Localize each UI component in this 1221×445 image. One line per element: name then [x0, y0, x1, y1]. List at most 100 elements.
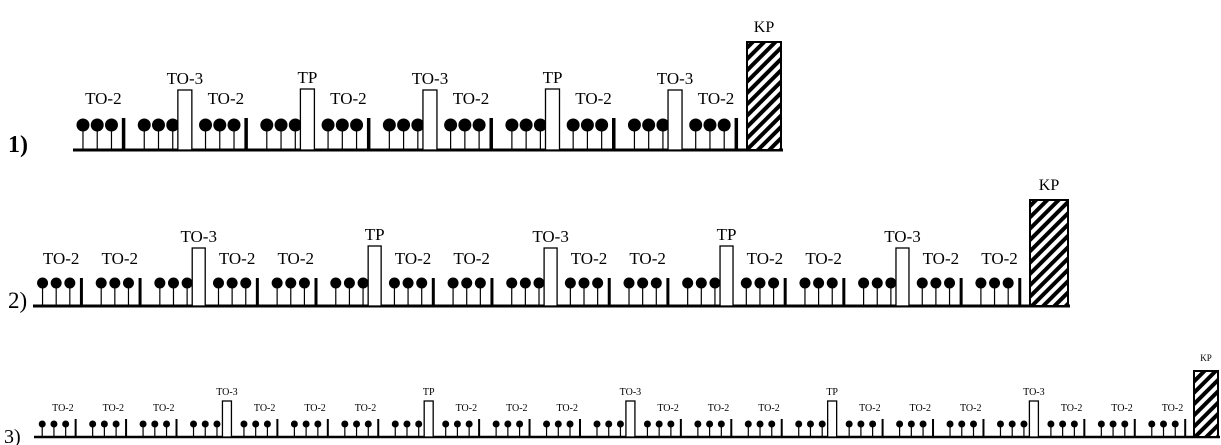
tp-marker — [719, 245, 734, 307]
service-dot — [795, 420, 803, 428]
service-dot — [151, 118, 165, 132]
event-label: TO-2 — [557, 403, 578, 414]
service-dot — [958, 420, 966, 428]
event-label: TO-2 — [208, 89, 245, 108]
row-label: 1) — [8, 132, 28, 158]
to2-marker — [255, 278, 259, 306]
event-label: TO-2 — [304, 403, 325, 414]
service-dot — [744, 420, 752, 428]
to2-marker — [138, 278, 142, 306]
service-dot — [858, 277, 870, 289]
to3-marker — [625, 400, 636, 438]
service-dot — [166, 118, 180, 132]
service-dot — [458, 118, 472, 132]
event-label: TO-2 — [219, 249, 256, 268]
to2-marker — [730, 419, 733, 437]
event-label: TP — [365, 225, 385, 244]
service-dot — [1059, 420, 1067, 428]
event-label: TO-2 — [1111, 403, 1132, 414]
event-label: TO-3 — [657, 69, 694, 88]
event-label: TO-3 — [180, 227, 217, 246]
event-label: TO-2 — [575, 89, 612, 108]
event-label: TO-2 — [453, 249, 490, 268]
event-label: KP — [1200, 353, 1212, 363]
service-dot — [50, 277, 62, 289]
event-label: TO-2 — [395, 249, 432, 268]
to2-marker — [959, 278, 963, 306]
service-dot — [465, 420, 473, 428]
to2-marker — [612, 118, 616, 150]
service-dot — [350, 118, 364, 132]
row-label: 3) — [4, 426, 21, 445]
event-label: TO-2 — [1061, 403, 1082, 414]
service-dot — [516, 420, 524, 428]
service-dot — [190, 420, 198, 428]
service-dot — [364, 420, 372, 428]
to2-marker — [490, 278, 494, 306]
service-dot — [472, 118, 486, 132]
service-dot — [260, 118, 274, 132]
event-label: TO-2 — [102, 249, 139, 268]
event-label: TO-2 — [453, 89, 490, 108]
service-dot — [139, 420, 147, 428]
service-dot — [415, 420, 423, 428]
event-label: TO-2 — [355, 403, 376, 414]
service-dot — [806, 420, 814, 428]
service-dot — [566, 118, 580, 132]
to2-marker — [1018, 278, 1022, 306]
service-dot — [37, 277, 49, 289]
service-dot — [1148, 420, 1156, 428]
service-dot — [706, 420, 714, 428]
service-dot — [703, 118, 717, 132]
to2-marker — [528, 419, 531, 437]
service-dot — [271, 277, 283, 289]
service-dot — [50, 420, 58, 428]
service-dot — [1109, 420, 1117, 428]
schedule-row-3: 3) TO-2 TO-2 TO-2 TO-3 TO-2 TO-2 TO-2 TP TO-2 TO-2… — [4, 353, 1220, 445]
major-repair-block — [1193, 370, 1219, 438]
to2-marker — [1184, 419, 1187, 437]
service-dot — [240, 420, 248, 428]
service-dot — [411, 118, 425, 132]
service-dot — [682, 277, 694, 289]
service-dot — [252, 420, 260, 428]
service-dot — [593, 420, 601, 428]
service-dot — [163, 420, 171, 428]
service-dot — [492, 420, 500, 428]
service-dot — [447, 277, 459, 289]
tp-marker — [423, 400, 434, 438]
service-dot — [506, 277, 518, 289]
to3-marker — [177, 89, 193, 151]
service-dot — [181, 277, 193, 289]
to2-marker — [607, 278, 611, 306]
service-dot — [95, 277, 107, 289]
service-dot — [768, 420, 776, 428]
service-dot — [595, 118, 609, 132]
service-dot — [989, 277, 1001, 289]
major-repair-block — [1029, 199, 1069, 307]
event-label: TO-2 — [277, 249, 314, 268]
service-dot — [869, 420, 877, 428]
to2-marker — [982, 419, 985, 437]
service-dot — [655, 420, 663, 428]
to2-marker — [276, 419, 279, 437]
event-label: TO-2 — [981, 249, 1018, 268]
service-dot — [543, 420, 551, 428]
row-label: 2) — [8, 288, 27, 313]
service-dot — [813, 277, 825, 289]
tp-marker — [367, 245, 382, 307]
event-label: TO-2 — [805, 249, 842, 268]
service-dot — [226, 277, 238, 289]
to3-marker — [1028, 400, 1040, 438]
to3-marker — [667, 89, 683, 151]
service-dot — [341, 420, 349, 428]
event-label: TO-3 — [412, 69, 449, 88]
to2-marker — [578, 419, 581, 437]
to2-marker — [780, 419, 783, 437]
service-dot — [1047, 420, 1055, 428]
service-dot — [717, 420, 725, 428]
service-dot — [623, 277, 635, 289]
service-dot — [104, 118, 118, 132]
service-dot — [637, 277, 649, 289]
service-dot — [444, 118, 458, 132]
